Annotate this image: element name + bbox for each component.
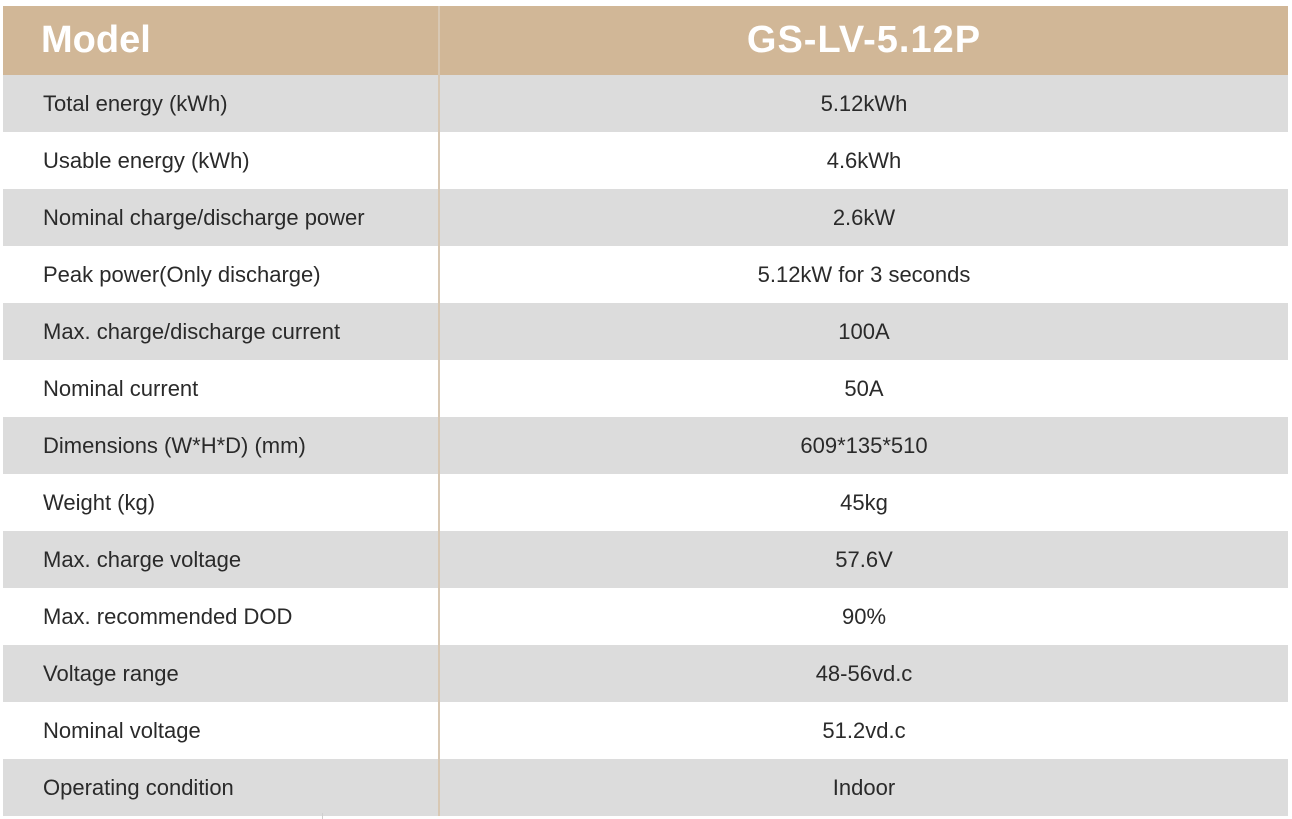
spec-table: Model GS-LV-5.12P Total energy (kWh) 5.1…	[3, 6, 1288, 816]
table-row: Nominal current 50A	[3, 360, 1288, 417]
row-value: 609*135*510	[800, 432, 928, 458]
row-value: 48-56vd.c	[815, 660, 913, 686]
row-label: Nominal current	[3, 360, 440, 417]
table-row: Usable energy (kWh) 4.6kWh	[3, 132, 1288, 189]
table-row: Max. charge/discharge current 100A	[3, 303, 1288, 360]
row-value: 90%	[841, 603, 887, 629]
row-value: 5.12kW for 3 seconds	[757, 261, 971, 287]
table-row: Nominal charge/discharge power 2.6kW	[3, 189, 1288, 246]
row-value: 5.12kWh	[820, 90, 908, 116]
row-label: Max. charge voltage	[3, 531, 440, 588]
row-value: 45kg	[840, 489, 888, 515]
row-label: Max. charge/discharge current	[3, 303, 440, 360]
table-header-row: Model GS-LV-5.12P	[3, 6, 1288, 75]
row-value: 51.2vd.c	[822, 717, 906, 743]
table-row: Dimensions (W*H*D) (mm) 609*135*510	[3, 417, 1288, 474]
table-row: Voltage range 48-56vd.c	[3, 645, 1288, 702]
bottom-divider	[322, 813, 323, 819]
table-row: Weight (kg) 45kg	[3, 474, 1288, 531]
row-value: 50A	[844, 375, 884, 401]
row-label: Peak power(Only discharge)	[3, 246, 440, 303]
row-label: Dimensions (W*H*D) (mm)	[3, 417, 440, 474]
row-label: Weight (kg)	[3, 474, 440, 531]
row-label: Nominal charge/discharge power	[3, 189, 440, 246]
row-label: Usable energy (kWh)	[3, 132, 440, 189]
row-value: 57.6V	[835, 546, 893, 572]
row-value: 100A	[838, 318, 890, 344]
table-row: Peak power(Only discharge) 5.12kW for 3 …	[3, 246, 1288, 303]
row-label: Voltage range	[3, 645, 440, 702]
row-value: 2.6kW	[832, 204, 896, 230]
row-label: Operating condition	[3, 759, 440, 816]
row-label: Total energy (kWh)	[3, 75, 440, 132]
row-label: Max. recommended DOD	[3, 588, 440, 645]
header-model-cell: GS-LV-5.12P	[746, 19, 982, 61]
table-row: Max. recommended DOD 90%	[3, 588, 1288, 645]
table-row: Max. charge voltage 57.6V	[3, 531, 1288, 588]
row-value: Indoor	[832, 774, 896, 800]
table-row: Total energy (kWh) 5.12kWh	[3, 75, 1288, 132]
table-row: Operating condition Indoor	[3, 759, 1288, 816]
table-row: Nominal voltage 51.2vd.c	[3, 702, 1288, 759]
row-label: Nominal voltage	[3, 702, 440, 759]
row-value: 4.6kWh	[826, 147, 902, 173]
header-label-cell: Model	[3, 6, 440, 75]
